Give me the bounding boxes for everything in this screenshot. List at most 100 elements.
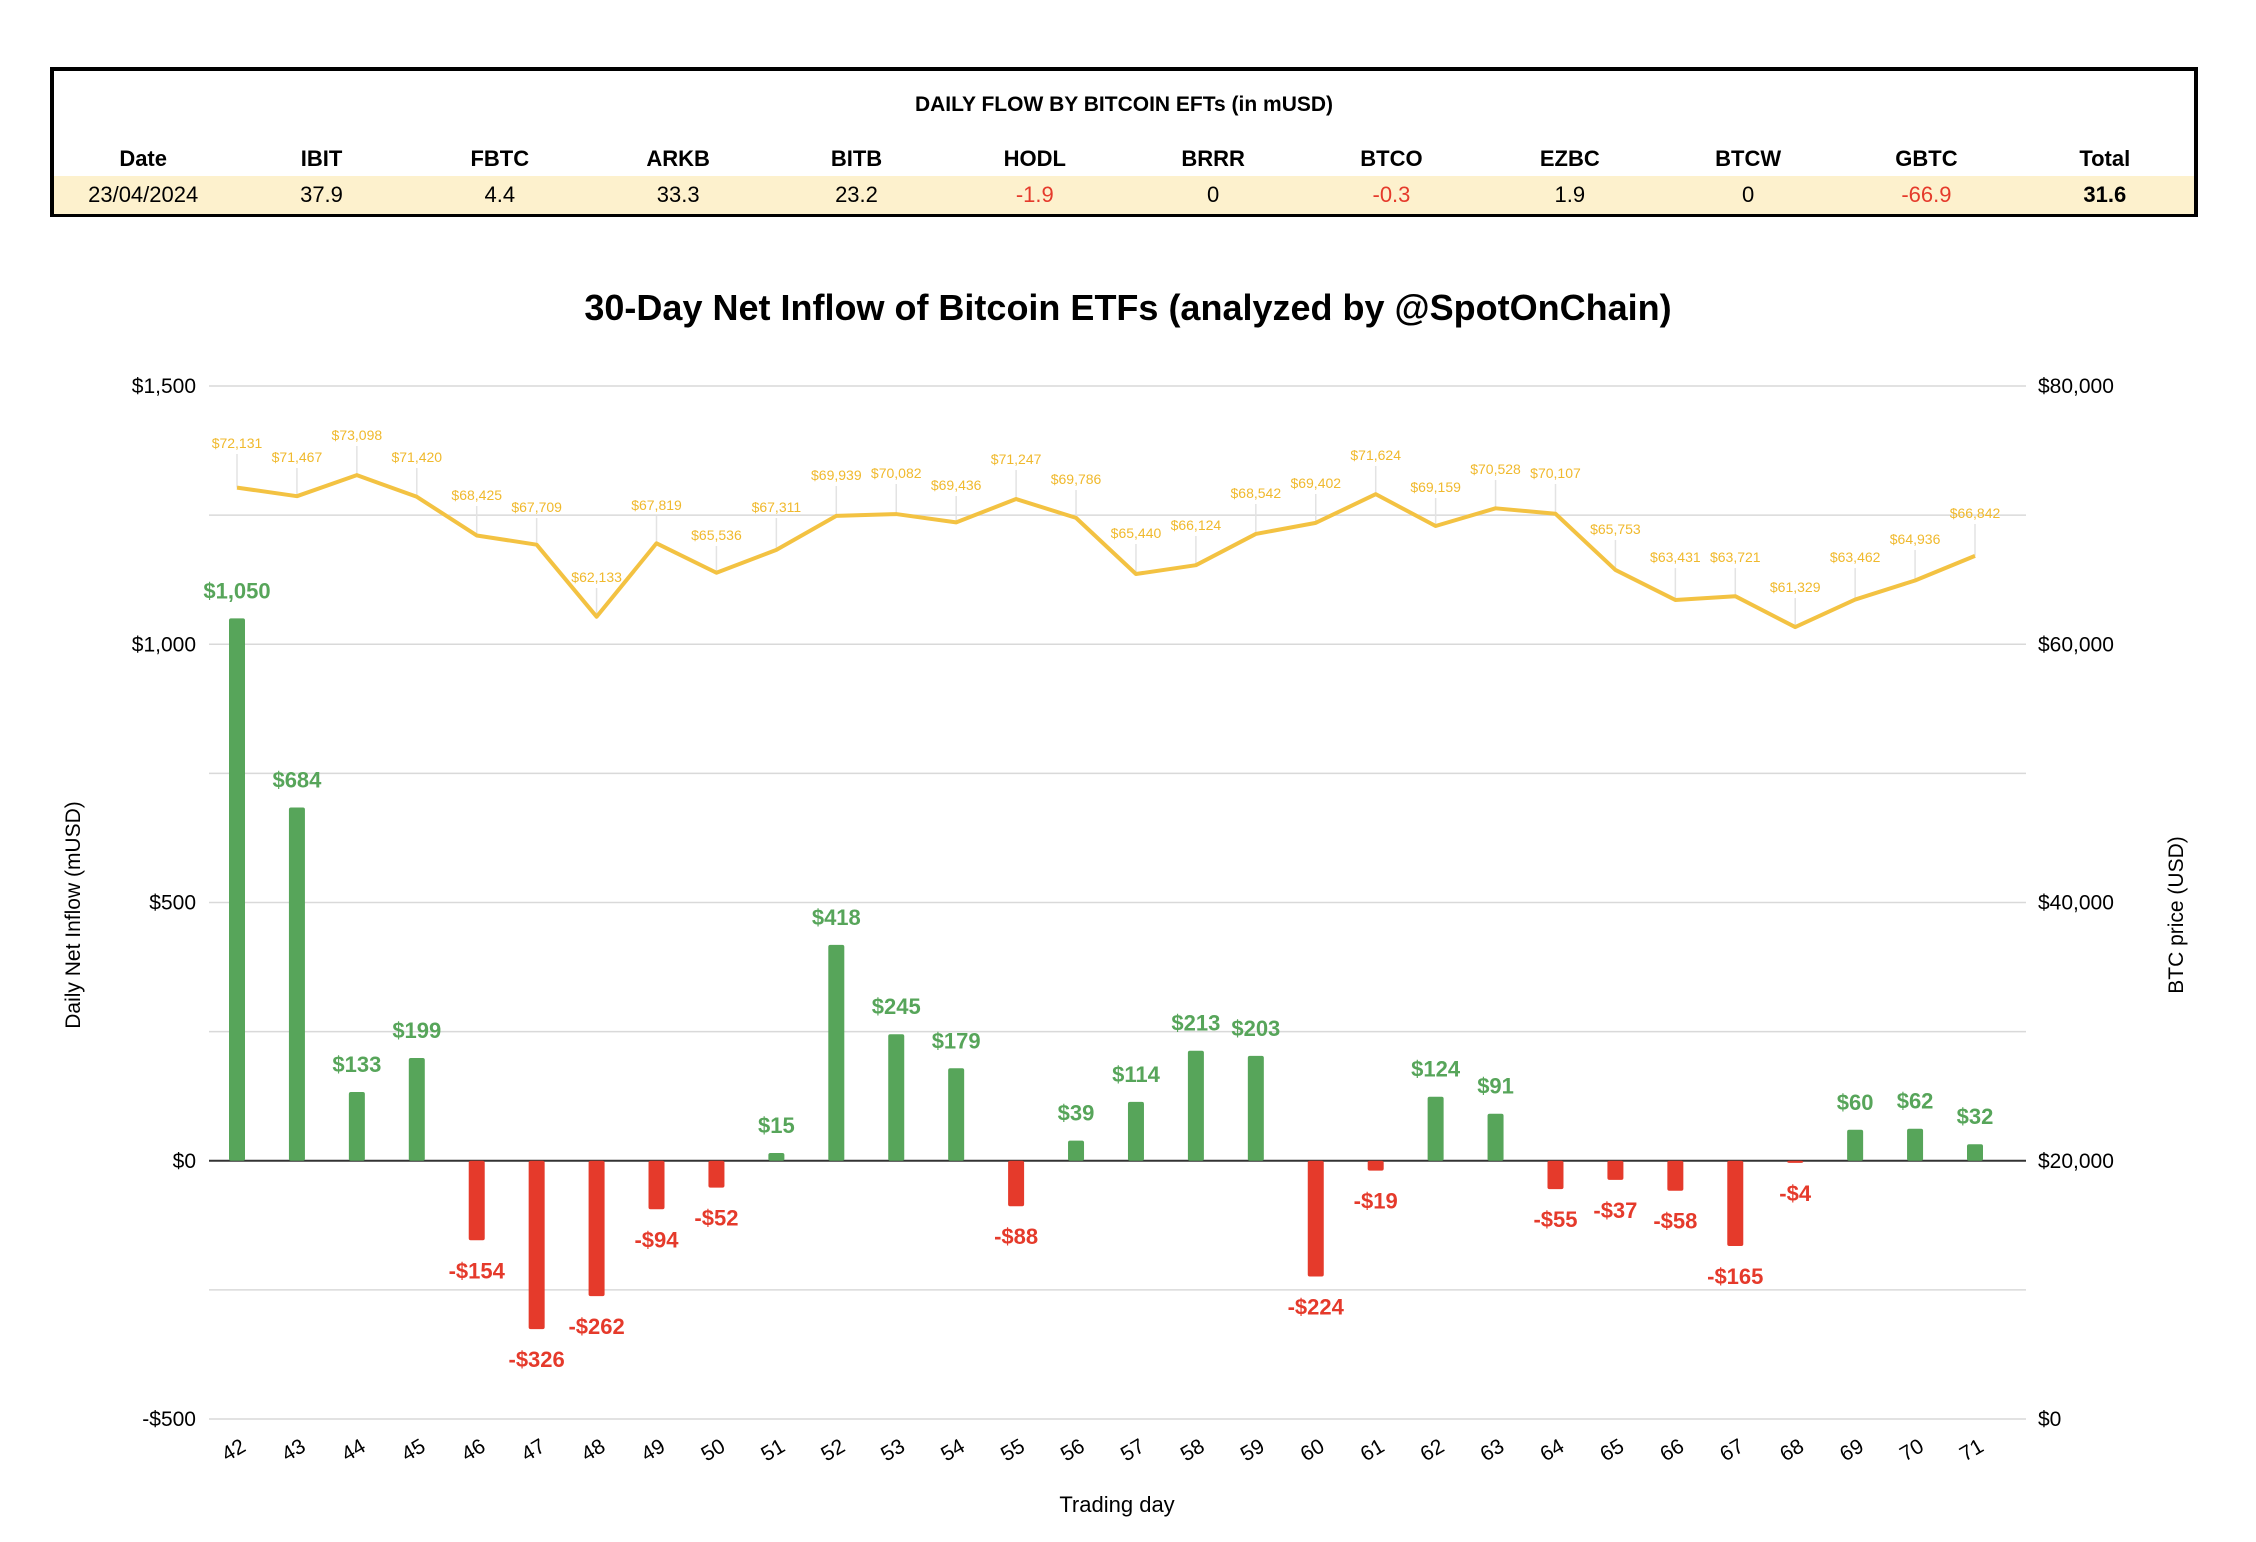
price-data-label: $67,819 xyxy=(631,497,682,513)
bar xyxy=(1487,1113,1504,1161)
x-tick-label: 45 xyxy=(398,1435,430,1467)
value-cell: 1.9 xyxy=(1554,182,1586,207)
bar-data-label: $91 xyxy=(1477,1074,1514,1099)
bar xyxy=(1787,1160,1804,1163)
bar-data-label: -$94 xyxy=(634,1227,679,1252)
price-data-label: $66,124 xyxy=(1171,517,1222,533)
bar xyxy=(1907,1128,1924,1161)
bar-data-label: $39 xyxy=(1058,1101,1095,1126)
bar-data-label: $62 xyxy=(1897,1089,1934,1114)
value-cell: 33.3 xyxy=(656,182,700,207)
y-tick-label: -$500 xyxy=(142,1408,196,1431)
x-tick-label: 64 xyxy=(1536,1434,1568,1466)
chart-title: 30-Day Net Inflow of Bitcoin ETFs (analy… xyxy=(584,287,1671,328)
x-tick-label: 44 xyxy=(338,1434,370,1466)
value-cell: 0 xyxy=(1741,182,1755,207)
price-data-label: $71,247 xyxy=(991,451,1042,467)
bar-data-label: $60 xyxy=(1837,1090,1874,1115)
x-tick-label: 42 xyxy=(218,1435,250,1467)
header-cell: BTCO xyxy=(1360,146,1423,171)
btc-price-line xyxy=(236,473,1976,630)
bar xyxy=(1667,1160,1684,1191)
bar-data-label: -$4 xyxy=(1779,1181,1812,1206)
price-data-label: $66,842 xyxy=(1950,505,2001,521)
bar-data-label: -$55 xyxy=(1533,1207,1577,1232)
table-title: DAILY FLOW BY BITCOIN EFTs (in mUSD) xyxy=(914,93,1334,116)
x-tick-label: 71 xyxy=(1956,1435,1988,1467)
header-cell: BRRR xyxy=(1181,146,1245,171)
x-tick-label: 47 xyxy=(518,1435,550,1467)
header-cell: ARKB xyxy=(646,146,710,171)
bar xyxy=(229,618,245,1161)
x-tick-label: 69 xyxy=(1836,1435,1868,1467)
x-tick-label: 48 xyxy=(577,1435,609,1467)
table-header-row: Date IBIT FBTC ARKB BITB HODL BRRR BTCO … xyxy=(54,146,2194,172)
x-tick-label: 62 xyxy=(1417,1435,1449,1467)
bar xyxy=(1727,1160,1744,1246)
bar xyxy=(1187,1050,1204,1161)
bar xyxy=(1607,1160,1624,1180)
price-data-label: $63,462 xyxy=(1830,549,1881,565)
y-axis-label: Daily Net Inflow (mUSD) xyxy=(62,801,85,1029)
x-tick-label: 55 xyxy=(997,1435,1029,1467)
bar-data-label: $199 xyxy=(392,1018,441,1043)
x-tick-label: 50 xyxy=(697,1435,729,1467)
price-data-label: $64,936 xyxy=(1890,531,1941,547)
daily-flow-table: DAILY FLOW BY BITCOIN EFTs (in mUSD) Dat… xyxy=(50,67,2198,217)
value-cell: 0 xyxy=(1207,182,1220,207)
bar xyxy=(1427,1096,1444,1161)
price-data-label: $65,536 xyxy=(691,527,742,543)
y2-tick-label: $40,000 xyxy=(2038,892,2114,915)
y2-tick-label: $0 xyxy=(2038,1408,2061,1431)
bar-data-label: -$224 xyxy=(1288,1294,1345,1319)
bar-data-label: $179 xyxy=(932,1028,981,1053)
bar-data-label: $203 xyxy=(1231,1016,1280,1041)
value-cell: 23/04/2024 xyxy=(88,182,199,207)
bar xyxy=(348,1092,365,1161)
y-tick-label: $1,000 xyxy=(132,633,196,656)
bar xyxy=(1247,1055,1264,1161)
x-tick-label: 57 xyxy=(1117,1435,1149,1467)
bar xyxy=(648,1160,665,1210)
x-tick-label: 54 xyxy=(937,1434,969,1466)
x-tick-label: 56 xyxy=(1057,1435,1089,1467)
price-data-label: $68,425 xyxy=(451,487,502,503)
x-tick-label: 67 xyxy=(1716,1435,1748,1467)
price-data-label: $62,133 xyxy=(571,569,622,585)
bar-data-label: $133 xyxy=(332,1052,381,1077)
price-data-label: $67,709 xyxy=(511,499,562,515)
value-cell: 37.9 xyxy=(300,182,343,207)
x-tick-label: 70 xyxy=(1896,1435,1928,1467)
y2-tick-label: $60,000 xyxy=(2038,633,2114,656)
price-data-label: $69,436 xyxy=(931,477,982,493)
bar-data-label: -$19 xyxy=(1354,1189,1398,1214)
price-data-label: $69,786 xyxy=(1051,471,1102,487)
bar-data-label: -$165 xyxy=(1707,1264,1763,1289)
bar-data-label: -$52 xyxy=(694,1206,738,1231)
bar xyxy=(1547,1160,1564,1190)
header-cell: HODL xyxy=(1003,146,1066,171)
bar-data-label: -$262 xyxy=(568,1314,624,1339)
price-data-label: $65,753 xyxy=(1590,521,1641,537)
table-row: 23/04/2024 37.9 4.4 33.3 23.2 -1.9 0 -0.… xyxy=(54,176,2194,214)
bar xyxy=(768,1153,785,1161)
bar-data-label: $245 xyxy=(872,994,921,1019)
header-cell: IBIT xyxy=(300,146,343,171)
header-cell: EZBC xyxy=(1539,146,1600,171)
y2-axis-label: BTC price (USD) xyxy=(2165,836,2188,994)
x-tick-label: 66 xyxy=(1656,1435,1688,1467)
bar-data-label: $15 xyxy=(758,1113,795,1138)
bar-data-label: -$88 xyxy=(994,1224,1038,1249)
bar-data-label: -$154 xyxy=(449,1258,506,1283)
header-cell: Total xyxy=(2079,146,2131,171)
bar-data-label: $124 xyxy=(1411,1057,1461,1082)
bar-data-label: -$37 xyxy=(1593,1198,1637,1223)
bar xyxy=(828,944,845,1161)
header-cell: Date xyxy=(119,146,167,171)
price-data-label: $71,420 xyxy=(391,449,442,465)
price-data-label: $69,402 xyxy=(1290,475,1341,491)
value-cell: 4.4 xyxy=(484,182,516,207)
bar xyxy=(948,1068,965,1161)
bar xyxy=(1127,1101,1144,1161)
bar-data-label: -$326 xyxy=(509,1347,565,1372)
